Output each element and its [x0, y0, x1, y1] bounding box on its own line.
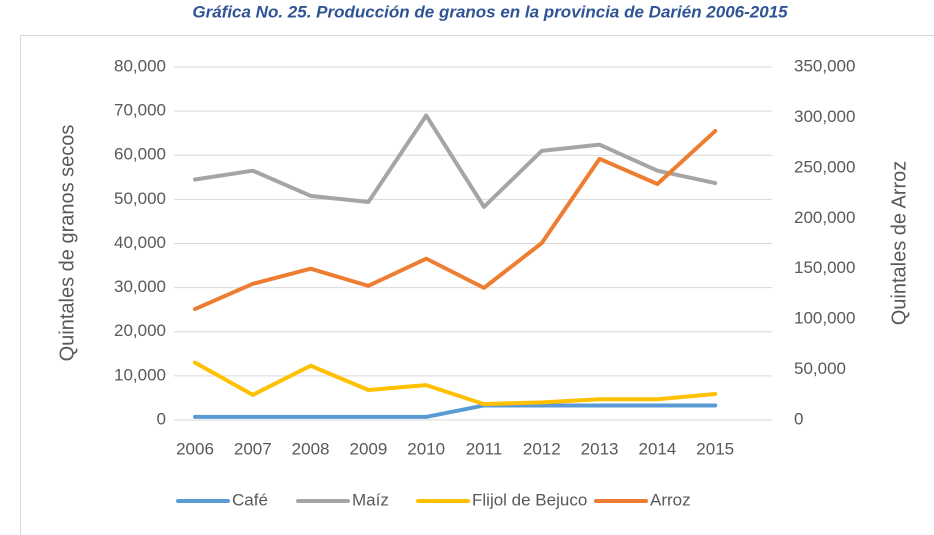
y-tick-label: 80,000 [114, 56, 166, 75]
legend-label: Maíz [352, 490, 389, 509]
y-axis-title: Quintales de granos secos [56, 125, 78, 362]
y2-tick-label: 150,000 [794, 258, 855, 277]
y-tick-label: 40,000 [114, 233, 166, 252]
x-tick-label: 2009 [349, 439, 387, 458]
chart-title: Gráfica No. 25. Producción de granos en … [192, 2, 788, 21]
legend-label: Café [232, 490, 268, 509]
legend-label: Flijol de Bejuco [472, 490, 587, 509]
line-series [193, 403, 718, 419]
y-tick-label: 30,000 [114, 277, 166, 296]
x-tick-label: 2008 [292, 439, 330, 458]
y2-tick-label: 50,000 [794, 359, 846, 378]
line-series [193, 113, 718, 209]
x-tick-label: 2013 [581, 439, 619, 458]
legend-label: Arroz [650, 490, 691, 509]
x-tick-label: 2011 [466, 439, 503, 458]
y2-tick-label: 200,000 [794, 208, 855, 227]
y2-tick-label: 100,000 [794, 309, 855, 328]
x-tick-label: 2015 [696, 439, 734, 458]
x-tick-label: 2006 [176, 439, 214, 458]
line-series [193, 129, 718, 312]
y-tick-label: 10,000 [114, 365, 166, 384]
x-tick-label: 2010 [407, 439, 445, 458]
y2-tick-label: 250,000 [794, 157, 855, 176]
y-tick-label: 70,000 [114, 101, 166, 120]
y-tick-label: 20,000 [114, 321, 166, 340]
x-tick-label: 2014 [638, 439, 676, 458]
y-tick-label: 50,000 [114, 189, 166, 208]
y-tick-label: 60,000 [114, 145, 166, 164]
line-series [193, 360, 718, 407]
x-tick-label: 2007 [234, 439, 272, 458]
y2-tick-label: 0 [794, 409, 803, 428]
y2-tick-label: 350,000 [794, 56, 855, 75]
y2-axis-title: Quintales de Arroz [888, 161, 910, 326]
x-tick-label: 2012 [523, 439, 561, 458]
y2-tick-label: 300,000 [794, 107, 855, 126]
y-tick-label: 0 [157, 409, 166, 428]
